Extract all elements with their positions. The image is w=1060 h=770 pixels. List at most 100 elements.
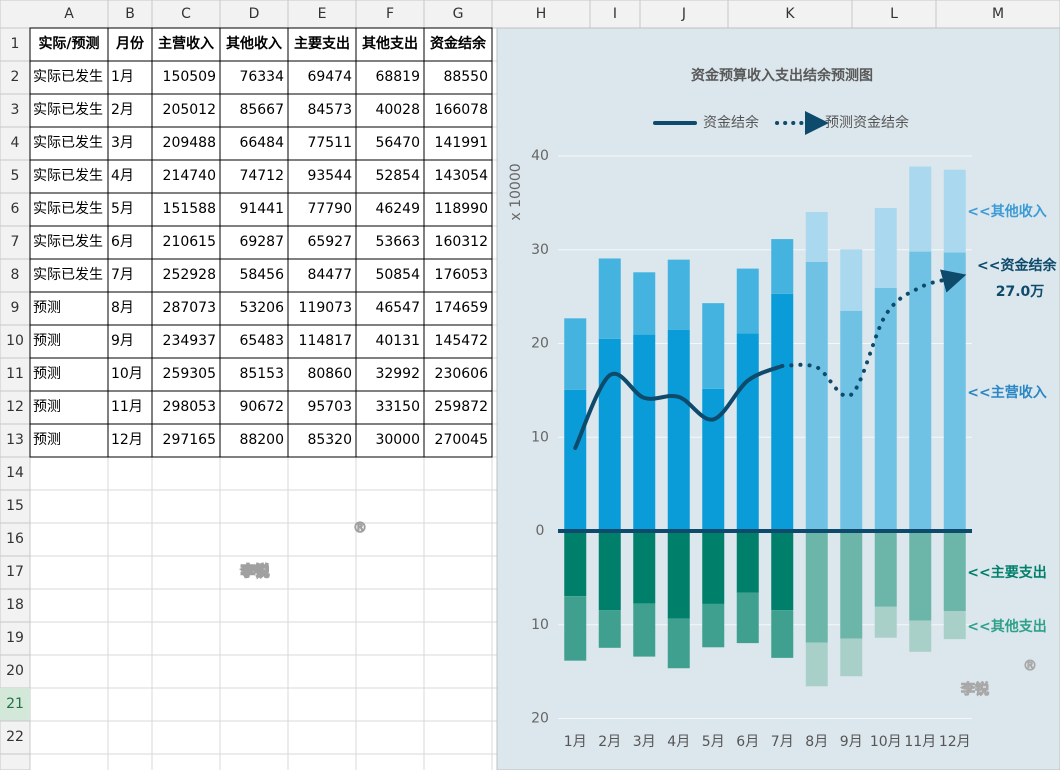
table-cell[interactable] — [287, 93, 357, 128]
table-cell[interactable] — [219, 159, 289, 194]
column-header[interactable]: I — [613, 6, 617, 22]
row-header[interactable]: 3 — [11, 102, 20, 118]
row-header[interactable]: 11 — [6, 366, 24, 382]
table-cell[interactable] — [287, 423, 357, 458]
column-header[interactable]: L — [890, 6, 898, 22]
column-header[interactable]: C — [181, 6, 191, 22]
table-cell[interactable] — [423, 390, 493, 425]
table-cell[interactable] — [287, 159, 357, 194]
table-cell[interactable] — [423, 225, 493, 260]
table-cell[interactable] — [107, 93, 153, 128]
table-cell[interactable] — [355, 60, 425, 95]
column-header[interactable]: K — [785, 6, 795, 22]
table-cell[interactable] — [423, 357, 493, 392]
table-cell-text: 84573 — [307, 102, 352, 118]
table-cell[interactable] — [287, 192, 357, 227]
column-header[interactable]: F — [386, 6, 394, 22]
table-cell[interactable] — [355, 93, 425, 128]
column-header[interactable]: M — [992, 6, 1004, 22]
table-cell[interactable] — [107, 225, 153, 260]
table-cell[interactable] — [219, 93, 289, 128]
table-cell[interactable] — [107, 258, 153, 293]
row-header[interactable]: 8 — [11, 267, 20, 283]
column-header[interactable]: H — [536, 6, 547, 22]
table-cell-text: 298053 — [163, 399, 216, 415]
row-header[interactable]: 22 — [6, 729, 24, 745]
table-cell[interactable] — [219, 225, 289, 260]
column-header[interactable]: B — [125, 6, 135, 22]
table-cell[interactable] — [423, 423, 493, 458]
row-header[interactable]: 20 — [6, 663, 24, 679]
table-cell[interactable] — [423, 93, 493, 128]
bar-segment — [805, 261, 828, 531]
table-cell[interactable] — [107, 390, 153, 425]
table-cell[interactable] — [355, 258, 425, 293]
table-cell[interactable] — [29, 192, 109, 227]
table-cell[interactable] — [355, 159, 425, 194]
table-cell[interactable] — [219, 324, 289, 359]
table-cell[interactable] — [107, 159, 153, 194]
table-cell[interactable] — [287, 390, 357, 425]
table-cell[interactable] — [423, 27, 493, 62]
row-header[interactable]: 9 — [11, 300, 20, 316]
table-cell[interactable] — [107, 60, 153, 95]
table-cell[interactable] — [423, 324, 493, 359]
table-cell[interactable] — [423, 126, 493, 161]
table-cell[interactable] — [219, 423, 289, 458]
column-header[interactable]: J — [681, 6, 686, 22]
row-header[interactable]: 16 — [6, 531, 24, 547]
table-cell-text: 65483 — [239, 333, 284, 349]
table-cell[interactable] — [29, 27, 109, 62]
column-header[interactable]: E — [318, 6, 327, 22]
row-header[interactable]: 6 — [11, 201, 20, 217]
table-cell[interactable] — [423, 192, 493, 227]
row-header[interactable]: 5 — [11, 168, 20, 184]
table-cell[interactable] — [29, 423, 109, 458]
row-header[interactable]: 2 — [11, 69, 20, 85]
table-cell-text: 119073 — [299, 300, 352, 316]
row-header[interactable]: 7 — [11, 234, 20, 250]
table-cell[interactable] — [29, 357, 109, 392]
table-cell[interactable] — [29, 291, 109, 326]
table-cell[interactable] — [355, 192, 425, 227]
table-cell[interactable] — [151, 291, 221, 326]
table-cell[interactable] — [107, 126, 153, 161]
row-header[interactable]: 4 — [11, 135, 20, 151]
column-header[interactable]: D — [249, 6, 260, 22]
table-cell[interactable] — [29, 93, 109, 128]
table-cell[interactable] — [423, 60, 493, 95]
row-header[interactable]: 1 — [11, 36, 20, 52]
row-header[interactable]: 17 — [6, 564, 24, 580]
row-header[interactable]: 14 — [6, 465, 24, 481]
table-cell[interactable] — [219, 27, 289, 62]
row-header[interactable]: 10 — [6, 333, 24, 349]
column-header[interactable]: A — [64, 6, 74, 22]
table-cell[interactable] — [107, 192, 153, 227]
table-cell[interactable] — [219, 126, 289, 161]
row-header[interactable]: 18 — [6, 597, 24, 613]
table-cell-text: 65927 — [307, 234, 352, 250]
table-cell[interactable] — [151, 390, 221, 425]
table-cell[interactable] — [355, 27, 425, 62]
row-header[interactable]: 12 — [6, 399, 24, 415]
column-header[interactable]: G — [453, 6, 464, 22]
table-cell[interactable] — [151, 60, 221, 95]
table-cell[interactable] — [423, 159, 493, 194]
table-cell-text: 166078 — [435, 102, 488, 118]
table-cell[interactable] — [151, 225, 221, 260]
table-cell[interactable] — [287, 258, 357, 293]
table-cell[interactable] — [287, 126, 357, 161]
table-cell[interactable] — [355, 423, 425, 458]
table-cell[interactable] — [219, 60, 289, 95]
row-header[interactable]: 15 — [6, 498, 24, 514]
table-cell[interactable] — [355, 291, 425, 326]
table-cell[interactable] — [151, 126, 221, 161]
table-cell[interactable] — [151, 192, 221, 227]
table-cell-text: 287073 — [163, 300, 216, 316]
table-cell[interactable] — [355, 357, 425, 392]
row-header[interactable]: 13 — [6, 432, 24, 448]
row-header[interactable]: 21 — [6, 696, 24, 712]
row-header[interactable]: 19 — [6, 630, 24, 646]
table-cell-text: 234937 — [163, 333, 216, 349]
bar-segment — [840, 249, 863, 311]
